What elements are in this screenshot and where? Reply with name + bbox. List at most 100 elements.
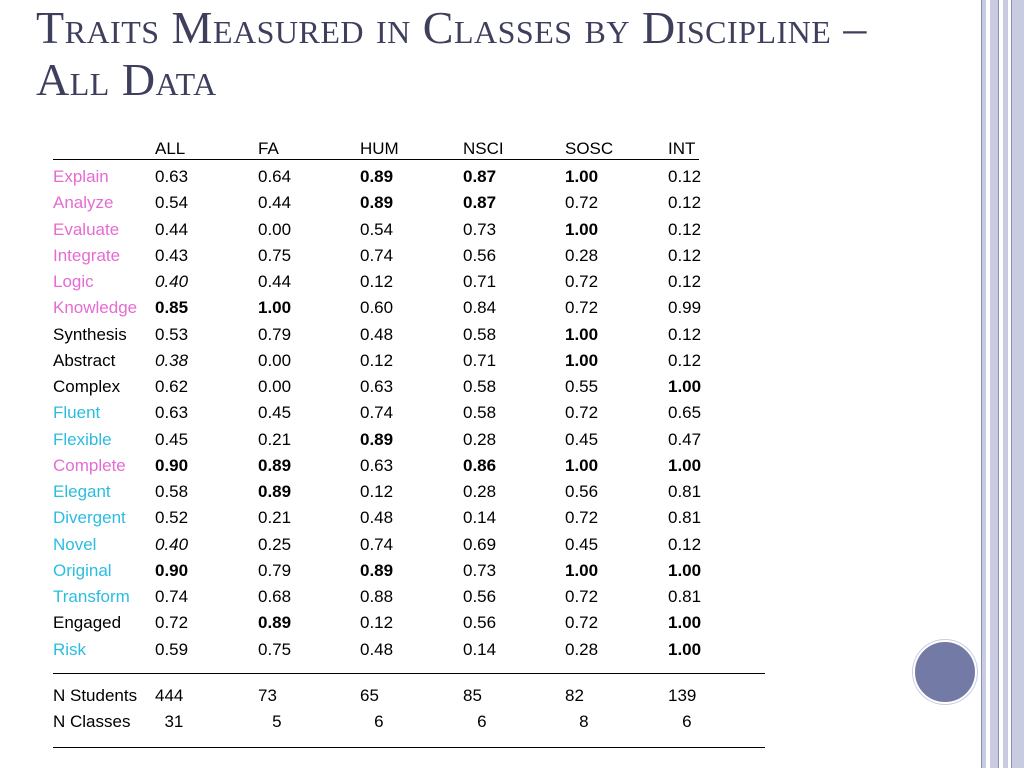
value-cell: 0.89 <box>258 455 292 475</box>
value-cell: 0.79 <box>258 324 292 344</box>
table-row: Complex 0.62 0.00 0.63 0.58 0.55 1.00 <box>53 374 765 400</box>
value-cell: 0.47 <box>668 429 702 449</box>
value-cell: 0.25 <box>258 534 292 554</box>
trait-label: Divergent <box>53 508 126 528</box>
count-cell: 8 <box>565 712 589 731</box>
trait-label: Original <box>53 560 112 580</box>
value-cell: 0.52 <box>155 508 189 528</box>
trait-label: Synthesis <box>53 324 127 344</box>
value-cell: 0.00 <box>258 350 292 370</box>
table-row: Original 0.90 0.79 0.89 0.73 1.00 1.00 <box>53 558 765 584</box>
trait-label: Evaluate <box>53 219 120 239</box>
value-cell: 0.89 <box>258 482 292 501</box>
table-row: Elegant 0.58 0.89 0.12 0.28 0.56 0.81 <box>53 479 765 505</box>
column-header-fa: FA <box>258 139 279 158</box>
column-header-nsci: NSCI <box>463 139 504 158</box>
value-cell: 0.72 <box>565 587 599 606</box>
value-cell: 1.00 <box>668 639 702 659</box>
value-cell: 0.81 <box>668 508 702 528</box>
value-cell: 0.89 <box>258 613 292 633</box>
header-underline <box>53 159 699 160</box>
value-cell: 0.40 <box>155 534 189 554</box>
table-row: Divergent 0.52 0.21 0.48 0.14 0.72 0.81 <box>53 505 765 531</box>
decorative-border-band <box>1003 0 1008 768</box>
trait-label: Elegant <box>53 482 111 501</box>
count-cell: 73 <box>258 685 277 705</box>
value-cell: 0.75 <box>258 245 292 265</box>
table-row: Complete 0.90 0.89 0.63 0.86 1.00 1.00 <box>53 453 765 479</box>
table-row: Risk 0.59 0.75 0.48 0.14 0.28 1.00 <box>53 637 765 663</box>
value-cell: 0.72 <box>565 193 599 213</box>
value-cell: 0.71 <box>463 272 497 291</box>
table-bottom-rule <box>53 747 765 749</box>
value-cell: 0.62 <box>155 377 189 396</box>
decorative-border-band <box>1012 0 1024 768</box>
value-cell: 0.00 <box>258 219 292 239</box>
value-cell: 0.74 <box>360 534 394 554</box>
value-cell: 0.81 <box>668 482 702 501</box>
value-cell: 0.63 <box>360 377 394 396</box>
value-cell: 0.79 <box>258 560 292 580</box>
value-cell: 0.14 <box>463 639 497 659</box>
table-header-row: ALL FA HUM NSCI SOSC INT <box>53 136 765 162</box>
table-row: Transform 0.74 0.68 0.88 0.56 0.72 0.81 <box>53 584 765 610</box>
table-row: Synthesis 0.53 0.79 0.48 0.58 1.00 0.12 <box>53 322 765 348</box>
slide-title-line-1: Traits Measured in Classes by Discipline… <box>36 2 867 53</box>
value-cell: 0.44 <box>155 219 189 239</box>
decorative-border-line <box>1011 0 1012 768</box>
value-cell: 0.28 <box>463 429 497 449</box>
column-header-sosc: SOSC <box>565 139 614 158</box>
trait-label: Novel <box>53 534 97 554</box>
value-cell: 1.00 <box>565 455 599 475</box>
decorative-circle <box>913 640 977 704</box>
slide-title-line-2: All Data <box>36 54 217 105</box>
count-cell: 31 <box>155 712 184 731</box>
value-cell: 0.48 <box>360 508 394 528</box>
value-cell: 0.45 <box>565 429 599 449</box>
table-row: Knowledge 0.85 1.00 0.60 0.84 0.72 0.99 <box>53 295 765 321</box>
footer-label: N Students <box>53 685 138 705</box>
value-cell: 0.45 <box>258 403 292 423</box>
trait-label: Transform <box>53 587 130 606</box>
table-separator-rule <box>53 672 765 674</box>
value-cell: 0.28 <box>463 482 497 501</box>
decorative-border-line <box>998 0 999 768</box>
value-cell: 0.12 <box>668 245 702 265</box>
value-cell: 0.12 <box>360 350 394 370</box>
value-cell: 0.12 <box>668 324 702 344</box>
table-row: Novel 0.40 0.25 0.74 0.69 0.45 0.12 <box>53 532 765 558</box>
value-cell: 1.00 <box>565 219 599 239</box>
value-cell: 1.00 <box>565 167 599 186</box>
value-cell: 0.12 <box>668 167 702 186</box>
value-cell: 0.38 <box>155 350 189 370</box>
trait-label: Logic <box>53 272 94 291</box>
value-cell: 1.00 <box>565 324 599 344</box>
value-cell: 0.12 <box>360 272 394 291</box>
value-cell: 0.54 <box>360 219 394 239</box>
value-cell: 0.12 <box>668 534 702 554</box>
value-cell: 0.14 <box>463 508 497 528</box>
count-cell: 6 <box>463 712 487 731</box>
value-cell: 0.89 <box>360 429 394 449</box>
value-cell: 0.12 <box>668 350 702 370</box>
value-cell: 0.89 <box>360 560 394 580</box>
count-cell: 65 <box>360 685 379 705</box>
value-cell: 0.53 <box>155 324 189 344</box>
value-cell: 0.54 <box>155 193 189 213</box>
slide-title: Traits Measured in Classes by Discipline… <box>36 2 976 106</box>
table-row: Analyze 0.54 0.44 0.89 0.87 0.72 0.12 <box>53 190 765 216</box>
value-cell: 0.00 <box>258 377 292 396</box>
value-cell: 0.63 <box>360 455 394 475</box>
count-cell: 85 <box>463 685 482 705</box>
value-cell: 0.58 <box>155 482 189 501</box>
value-cell: 0.12 <box>360 482 394 501</box>
value-cell: 0.28 <box>565 639 599 659</box>
value-cell: 0.72 <box>565 272 599 291</box>
value-cell: 0.43 <box>155 245 189 265</box>
value-cell: 0.74 <box>360 245 394 265</box>
value-cell: 1.00 <box>668 455 702 475</box>
table-row: Evaluate 0.44 0.00 0.54 0.73 1.00 0.12 <box>53 217 765 243</box>
value-cell: 0.89 <box>360 167 394 186</box>
value-cell: 0.99 <box>668 298 702 318</box>
table-row: Abstract 0.38 0.00 0.12 0.71 1.00 0.12 <box>53 348 765 374</box>
